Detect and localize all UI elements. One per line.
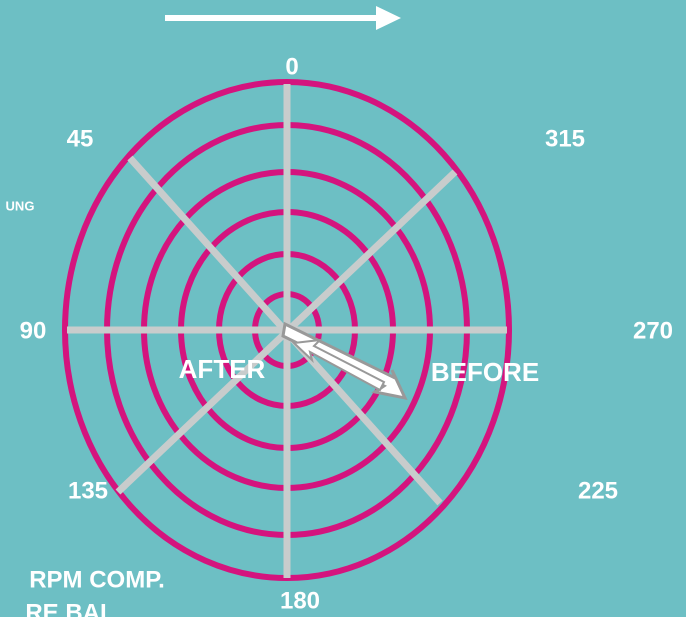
rpm-text: RPM COMP. [29,566,165,593]
angle-label: 0 [285,53,298,80]
before-label: BEFORE [431,357,539,387]
after-label: AFTER [179,354,266,384]
angle-label: 45 [67,125,94,152]
balance-text: RE BAL [25,599,114,617]
direction-arrow [165,6,401,30]
fragment-text: UNG [6,198,35,213]
after-vector [291,338,386,392]
angle-label: 225 [578,477,618,504]
angle-label: 270 [633,317,673,344]
angle-label: 180 [280,587,320,614]
angle-label: 315 [545,125,585,152]
angle-label: 90 [20,317,47,344]
angle-label: 135 [68,477,108,504]
